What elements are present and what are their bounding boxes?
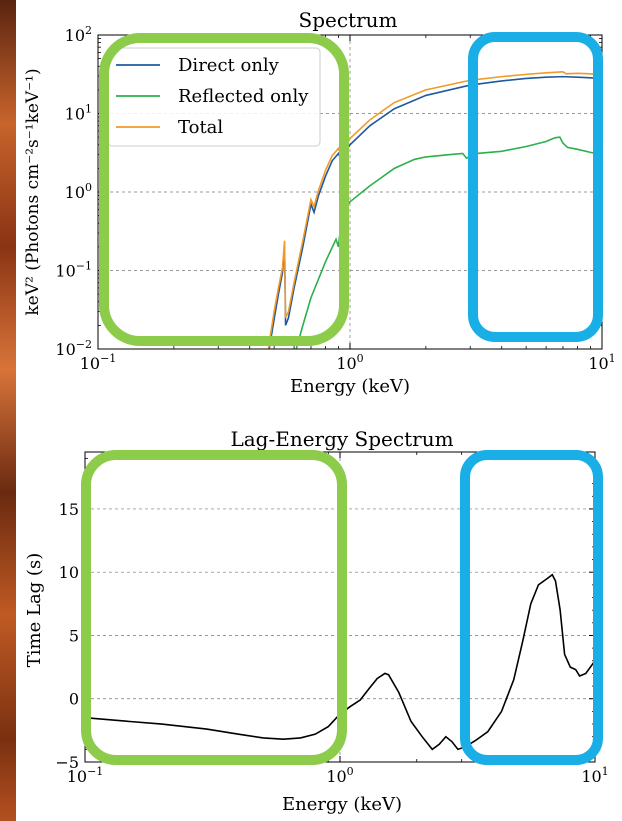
x-axis-label: Energy (keV) <box>290 376 410 397</box>
x-axis-label: Energy (keV) <box>282 794 402 815</box>
y-axis-label: Time Lag (s) <box>24 553 45 667</box>
series-lines <box>267 70 602 349</box>
green-highlight-box-bottom <box>81 450 347 765</box>
y-tick-label: 0 <box>69 690 79 709</box>
y-tick-label: 15 <box>59 500 79 519</box>
series-lines <box>85 573 595 751</box>
background-texture-strip <box>0 0 16 821</box>
highlight-overlays <box>81 32 603 765</box>
legend: Direct only Reflected only Total <box>107 47 321 147</box>
series-line-2 <box>267 70 602 349</box>
legend-label: Reflected only <box>178 86 309 107</box>
legend-label: Direct only <box>178 55 280 76</box>
blue-highlight-box-bottom <box>460 450 603 765</box>
green-highlight-box-top <box>99 33 349 346</box>
y-axis-label: keV² (Photons cm⁻²s⁻¹keV⁻¹) <box>23 68 43 315</box>
series-line-1 <box>295 136 602 349</box>
blue-highlight-box-top <box>468 32 603 342</box>
y-tick-label: −5 <box>55 753 79 772</box>
y-tick-label: 5 <box>69 626 79 645</box>
legend-label: Total <box>178 117 223 138</box>
y-tick-label: 10 <box>59 563 79 582</box>
series-line-0 <box>85 573 595 751</box>
chart-title: Lag-Energy Spectrum <box>230 427 453 451</box>
chart-title: Spectrum <box>299 8 398 32</box>
